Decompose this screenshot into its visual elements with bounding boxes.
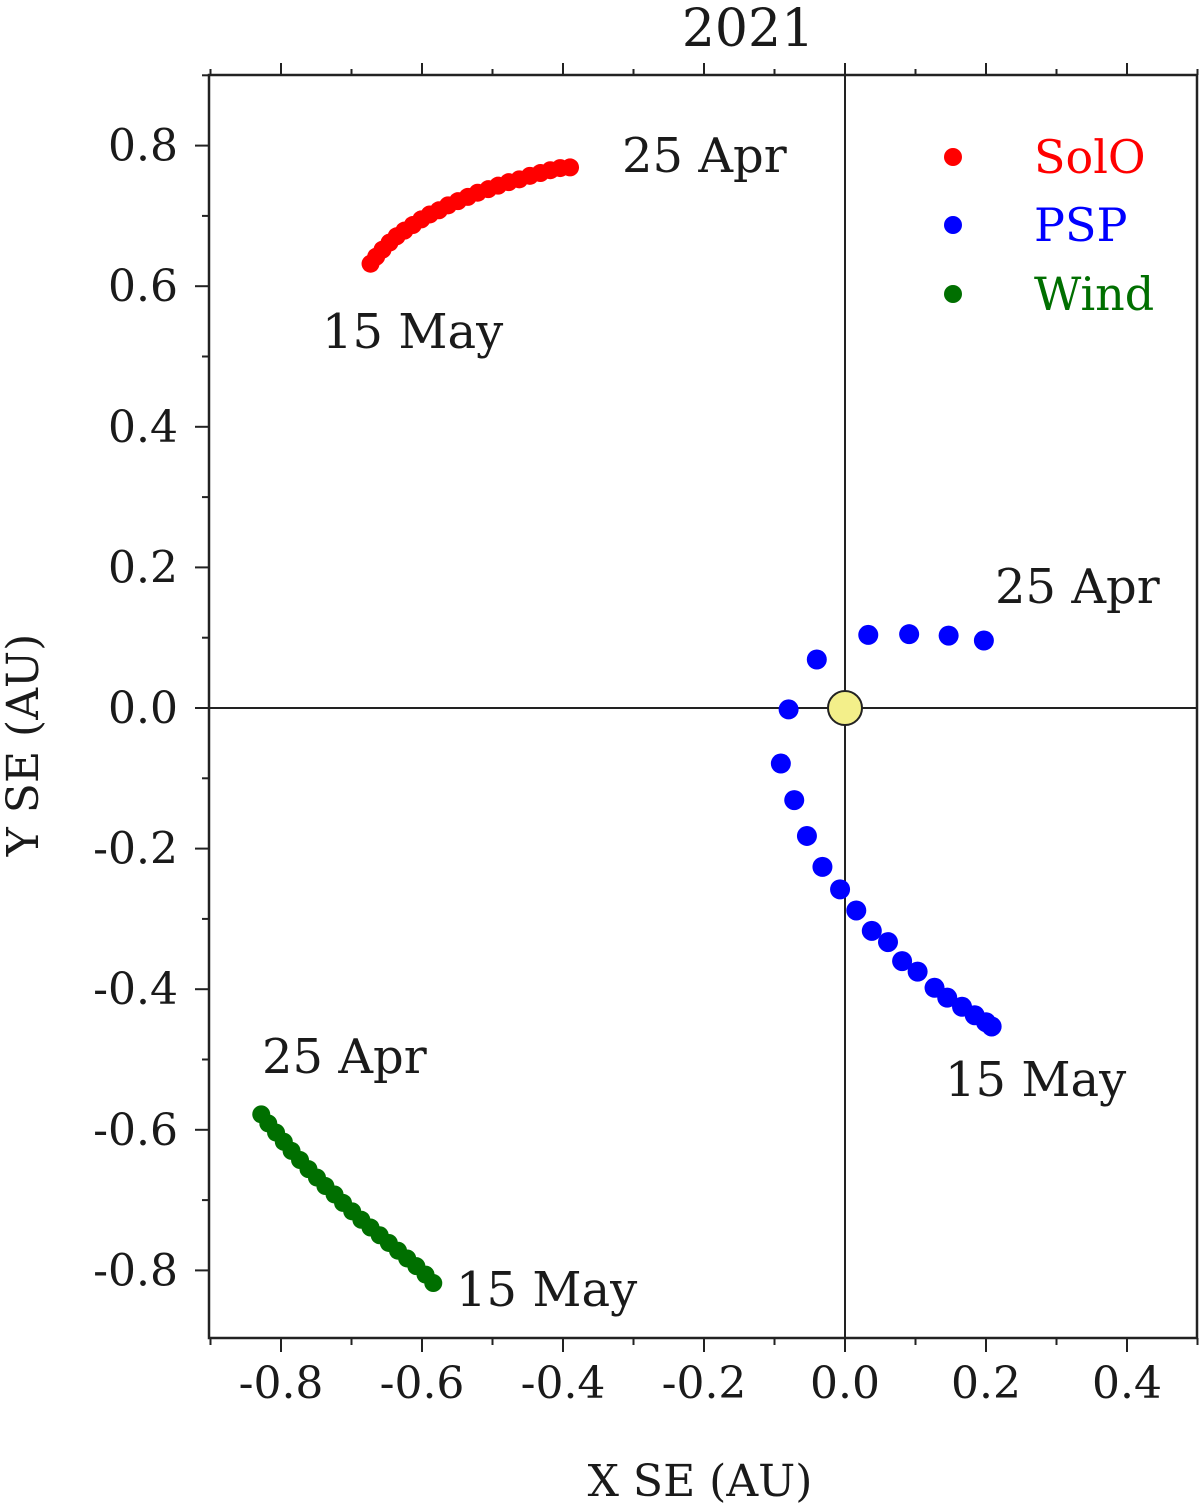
psp-point — [937, 987, 958, 1008]
legend: SolO PSP Wind — [944, 130, 1154, 321]
solo-point — [561, 158, 580, 177]
y-tick-label: 0.4 — [108, 402, 178, 453]
psp-point — [981, 1016, 1002, 1037]
psp-point — [861, 920, 882, 941]
psp-point — [846, 900, 867, 921]
y-tick-label: -0.6 — [93, 1105, 178, 1156]
legend-marker-psp — [944, 216, 962, 234]
plot-frame — [207, 73, 1199, 1340]
y-tick-label: -0.2 — [93, 824, 178, 875]
date-annotation: 25 Apr — [622, 128, 787, 184]
legend-marker-wind — [944, 285, 962, 303]
psp-point — [858, 624, 879, 645]
legend-marker-solo — [944, 148, 962, 166]
psp-point — [812, 856, 833, 877]
x-tick-label: -0.6 — [380, 1358, 465, 1409]
psp-point — [784, 790, 805, 811]
y-axis-label: Y SE (AU) — [0, 634, 49, 857]
sun-marker — [827, 690, 863, 726]
psp-point — [878, 932, 899, 953]
psp-point — [907, 961, 928, 982]
series-psp — [770, 624, 1002, 1037]
psp-point — [770, 753, 791, 774]
annotation-layer: 25 Apr 15 May 25 Apr 15 May 25 Apr 15 May — [262, 128, 1160, 1318]
legend-label-psp: PSP — [1034, 198, 1127, 252]
axis-ticks — [195, 63, 1199, 1352]
date-annotation: 15 May — [322, 304, 503, 360]
y-tick-label: 0.0 — [108, 683, 178, 734]
chart-title: 2021 — [682, 0, 814, 59]
series-wind — [252, 1105, 443, 1293]
x-tick-label: 0.0 — [810, 1358, 880, 1409]
psp-point — [938, 625, 959, 646]
x-tick-label: -0.2 — [662, 1358, 747, 1409]
origin-crosshair — [209, 75, 1197, 1338]
psp-point — [806, 649, 827, 670]
axis-tick-labels: -0.8 -0.6 -0.4 -0.2 0.0 0.2 0.4 0.8 0.6 0.4 0.2 0.0… — [93, 121, 1162, 1409]
wind-point — [424, 1274, 443, 1293]
sun-layer — [827, 690, 863, 726]
x-tick-label: 0.2 — [951, 1358, 1021, 1409]
y-tick-label: 0.6 — [108, 261, 178, 312]
x-tick-label: 0.4 — [1092, 1358, 1162, 1409]
psp-point — [973, 630, 994, 651]
x-tick-label: -0.4 — [521, 1358, 606, 1409]
y-tick-label: 0.8 — [108, 121, 178, 172]
date-annotation: 15 May — [456, 1262, 637, 1318]
series-solo — [361, 158, 580, 273]
date-annotation: 25 Apr — [995, 559, 1160, 615]
y-tick-label: -0.8 — [93, 1245, 178, 1296]
date-annotation: 25 Apr — [262, 1029, 427, 1085]
x-tick-label: -0.8 — [239, 1358, 324, 1409]
y-tick-label: -0.4 — [93, 964, 178, 1015]
x-axis-label: X SE (AU) — [588, 1456, 813, 1507]
psp-point — [796, 825, 817, 846]
psp-point — [778, 699, 799, 720]
date-annotation: 15 May — [945, 1052, 1126, 1108]
y-tick-label: 0.2 — [108, 542, 178, 593]
legend-label-wind: Wind — [1034, 267, 1154, 321]
legend-label-solo: SolO — [1034, 130, 1146, 184]
series-layer — [252, 158, 1002, 1293]
psp-point — [899, 624, 920, 645]
psp-point — [830, 879, 851, 900]
psp-point — [892, 951, 913, 972]
